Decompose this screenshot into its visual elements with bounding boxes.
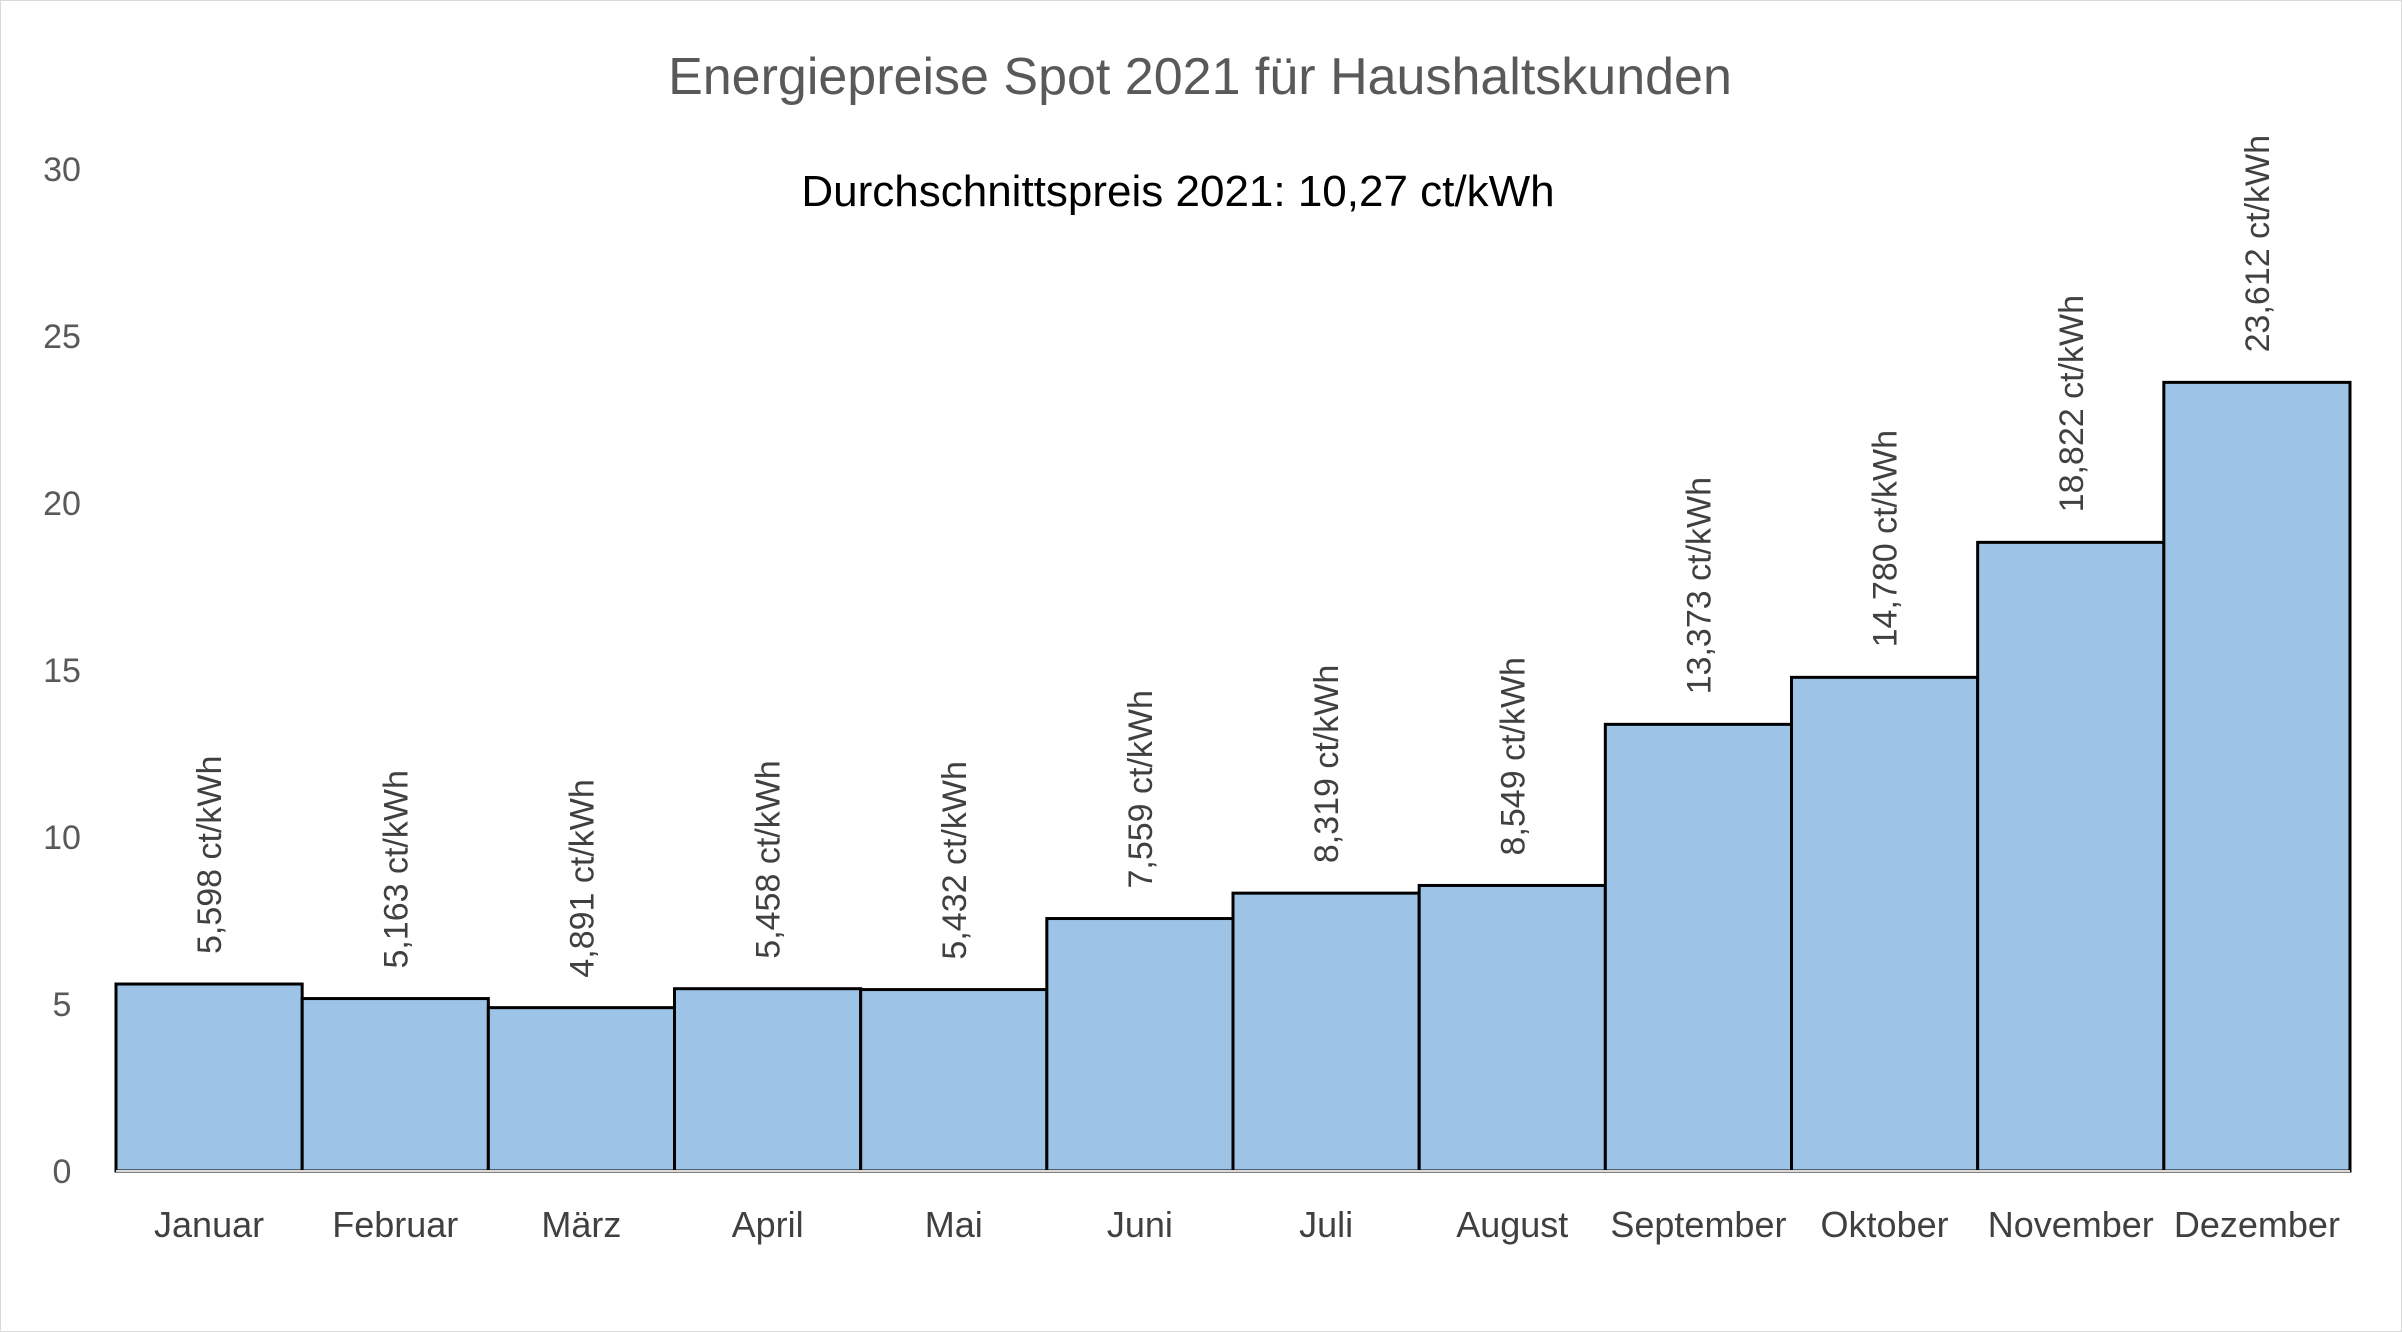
data-label: 5,458 ct/kWh <box>750 760 788 958</box>
y-axis: 0 5 10 15 20 25 30 <box>43 151 81 1191</box>
data-label: 5,432 ct/kWh <box>936 761 974 959</box>
bar-dezember <box>2162 380 2352 1173</box>
bar-september <box>1603 722 1794 1173</box>
y-tick-label: 25 <box>43 318 81 356</box>
x-tick-label: Oktober <box>1821 1204 1949 1245</box>
x-tick-label: April <box>732 1204 804 1245</box>
bar-mai <box>859 988 1049 1173</box>
average-price-annotation: Durchschnittspreis 2021: 10,27 ct/kWh <box>801 167 1554 216</box>
data-label: 5,163 ct/kWh <box>377 770 415 968</box>
x-tick-label: Juni <box>1107 1204 1173 1245</box>
x-tick-label: Mai <box>925 1204 983 1245</box>
x-tick-label: August <box>1456 1204 1568 1245</box>
x-tick-label: Dezember <box>2174 1204 2340 1245</box>
data-label: 8,549 ct/kWh <box>1494 657 1532 855</box>
data-label: 14,780 ct/kWh <box>1867 430 1905 647</box>
data-label: 7,559 ct/kWh <box>1122 690 1160 888</box>
bar-februar <box>300 997 490 1173</box>
bar-januar <box>114 982 304 1173</box>
data-label: 4,891 ct/kWh <box>563 779 601 977</box>
data-label: 13,373 ct/kWh <box>1680 477 1718 694</box>
bar-juni <box>1045 917 1235 1173</box>
y-tick-label: 5 <box>53 986 72 1024</box>
y-tick-label: 20 <box>43 485 81 523</box>
data-label: 23,612 ct/kWh <box>2239 135 2277 352</box>
data-label: 18,822 ct/kWh <box>2053 295 2091 512</box>
y-tick-label: 10 <box>43 819 81 857</box>
bar-april <box>673 987 863 1173</box>
data-label: 5,598 ct/kWh <box>191 756 229 954</box>
data-label: 8,319 ct/kWh <box>1308 665 1346 863</box>
x-tick-label: Februar <box>332 1204 458 1245</box>
y-tick-label: 15 <box>43 652 81 690</box>
x-tick-label: Januar <box>154 1204 264 1245</box>
x-tick-label: November <box>1988 1204 2154 1245</box>
x-tick-label: Juli <box>1299 1204 1353 1245</box>
data-labels-group: 5,598 ct/kWh 5,163 ct/kWh 4,891 ct/kWh 5,45… <box>191 135 2277 978</box>
bar-märz <box>486 1006 677 1173</box>
x-tick-label: März <box>541 1204 621 1245</box>
y-tick-label: 30 <box>43 151 81 189</box>
bars-group <box>114 380 2352 1173</box>
x-axis: Januar Februar März April Mai Juni Juli August S… <box>154 1204 2340 1245</box>
y-tick-label: 0 <box>53 1153 72 1191</box>
bar-november <box>1976 540 2166 1173</box>
bar-oktober <box>1790 675 1980 1173</box>
bar-august <box>1417 883 1607 1173</box>
x-tick-label: September <box>1610 1204 1786 1245</box>
bar-juli <box>1231 891 1421 1173</box>
chart-title: Energiepreise Spot 2021 für Haushaltskun… <box>668 48 1732 106</box>
